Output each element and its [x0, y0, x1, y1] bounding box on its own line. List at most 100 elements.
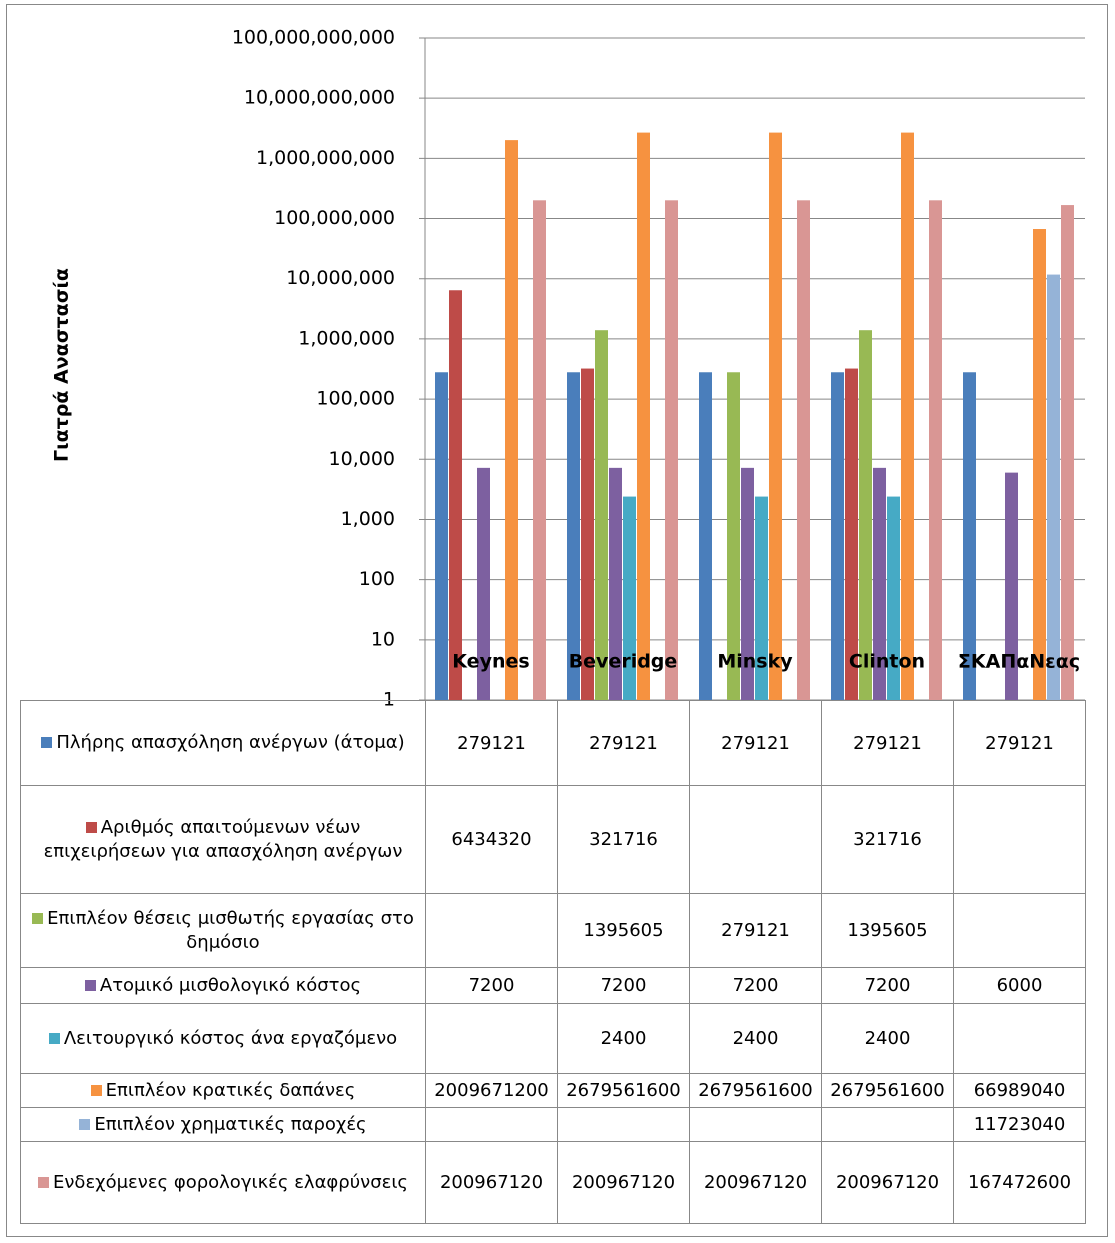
table-cell: 279121 [689, 893, 822, 968]
bar [623, 496, 636, 700]
category-label: Clinton [849, 651, 925, 673]
category-label: ΣΚΑΠαΝεας [958, 651, 1080, 673]
bar [581, 368, 594, 700]
bar [727, 372, 740, 700]
bar [741, 467, 754, 700]
legend-swatch [48, 1032, 60, 1044]
bar [831, 372, 844, 700]
legend-swatch [85, 821, 97, 833]
bar [477, 467, 490, 700]
table-cell: 7200 [821, 967, 954, 1004]
bar [963, 372, 976, 700]
legend-label: Επιπλέον κρατικές δαπάνες [105, 1079, 356, 1101]
legend-swatch [32, 912, 44, 924]
legend-label: Λειτουργικό κόστος άνα εργαζόμενο [63, 1027, 398, 1049]
table-row: Λειτουργικό κόστος άνα εργαζόμενο 2400 240… [20, 1003, 1086, 1074]
bar [873, 467, 886, 700]
bar [887, 496, 900, 700]
y-tick-label: 10 [371, 628, 395, 650]
table-cell: 7200 [689, 967, 822, 1004]
bar [435, 372, 448, 700]
legend-cell: Επιπλέον κρατικές δαπάνες [20, 1073, 426, 1108]
bar [859, 330, 872, 700]
y-tick-label: 10,000,000,000 [244, 87, 395, 109]
y-tick-label: 100 [359, 568, 395, 590]
table-cell: 11723040 [953, 1107, 1086, 1142]
bar [665, 200, 678, 700]
table-cell [821, 1107, 954, 1142]
bar [637, 132, 650, 700]
table-cell [425, 1107, 558, 1142]
table-cell: 2679561600 [821, 1073, 954, 1108]
legend-cell: Ενδεχόμενες φορολογικές ελαφρύνσεις [20, 1141, 426, 1224]
table-cell: 279121 [689, 700, 822, 786]
bar [533, 200, 546, 700]
bar [1047, 274, 1060, 700]
bar [929, 200, 942, 700]
legend-label: Ενδεχόμενες φορολογικές ελαφρύνσεις [53, 1171, 408, 1193]
legend-label: Επιπλέον θέσεις μισθωτής εργασίας στο δη… [47, 907, 414, 953]
table-cell: 321716 [557, 785, 690, 894]
bar [449, 290, 462, 700]
legend-swatch [84, 979, 96, 991]
y-tick-label: 100,000,000 [274, 207, 395, 229]
y-tick-label: 1,000,000 [298, 327, 395, 349]
table-row: Ενδεχόμενες φορολογικές ελαφρύνσεις 20096… [20, 1141, 1086, 1224]
bar [567, 372, 580, 700]
bar [769, 132, 782, 700]
y-tick-label: 1,000,000,000 [256, 147, 395, 169]
table-cell [689, 1107, 822, 1142]
table-row: Πλήρης απασχόληση ανέργων (άτομα) 279121 2… [20, 700, 1086, 786]
legend-label: Επιπλέον χρηματικές παροχές [94, 1113, 367, 1135]
table-cell: 2679561600 [557, 1073, 690, 1108]
table-cell: 6000 [953, 967, 1086, 1004]
table-cell [425, 1003, 558, 1074]
legend-label: Πλήρης απασχόληση ανέργων (άτομα) [56, 732, 405, 753]
table-cell: 7200 [557, 967, 690, 1004]
bar [755, 496, 768, 700]
y-tick-label: 10,000,000 [286, 267, 395, 289]
table-row: Επιπλέον χρηματικές παροχές 11723040 [20, 1107, 1086, 1142]
legend-swatch [90, 1084, 102, 1096]
bar [1061, 205, 1074, 700]
bar [595, 330, 608, 700]
table-row: Αριθμός απαιτούμενων νέων επιχειρήσεων γ… [20, 785, 1086, 894]
table-cell: 2400 [689, 1003, 822, 1074]
y-tick-label: 10,000 [329, 448, 395, 470]
bar [505, 140, 518, 700]
table-cell: 6434320 [425, 785, 558, 894]
y-axis-title: Γιατρά Αναστασία [51, 268, 73, 462]
table-cell: 167472600 [953, 1141, 1086, 1224]
bar [901, 132, 914, 700]
bar [1005, 472, 1018, 700]
y-tick-label: 1,000 [341, 508, 395, 530]
bar [699, 372, 712, 700]
legend-cell: Πλήρης απασχόληση ανέργων (άτομα) [20, 700, 426, 786]
data-table: Πλήρης απασχόληση ανέργων (άτομα) 279121 2… [20, 700, 1086, 1224]
category-label: Keynes [452, 651, 529, 673]
table-cell: 2009671200 [425, 1073, 558, 1108]
legend-cell: Λειτουργικό κόστος άνα εργαζόμενο [20, 1003, 426, 1074]
bar [797, 200, 810, 700]
legend-cell: Ατομικό μισθολογικό κόστος [20, 967, 426, 1004]
table-cell: 279121 [953, 700, 1086, 786]
table-cell [953, 1003, 1086, 1074]
y-tick-label: 100,000 [316, 388, 395, 410]
table-cell: 279121 [425, 700, 558, 786]
legend-cell: Επιπλέον θέσεις μισθωτής εργασίας στο δη… [20, 893, 426, 968]
bar [1033, 229, 1046, 701]
table-cell [689, 785, 822, 894]
table-row: Επιπλέον θέσεις μισθωτής εργασίας στο δη… [20, 893, 1086, 968]
legend-swatch [38, 1176, 49, 1188]
table-row: Επιπλέον κρατικές δαπάνες 2009671200 26795… [20, 1073, 1086, 1108]
table-cell: 1395605 [557, 893, 690, 968]
table-cell: 2400 [821, 1003, 954, 1074]
legend-label: Αριθμός απαιτούμενων νέων επιχειρήσεων γ… [43, 816, 403, 862]
table-cell: 279121 [557, 700, 690, 786]
category-label: Minsky [717, 651, 793, 673]
legend-label: Ατομικό μισθολογικό κόστος [99, 974, 362, 996]
y-tick-label: 100,000,000,000 [232, 27, 395, 49]
legend-cell: Αριθμός απαιτούμενων νέων επιχειρήσεων γ… [20, 785, 426, 894]
